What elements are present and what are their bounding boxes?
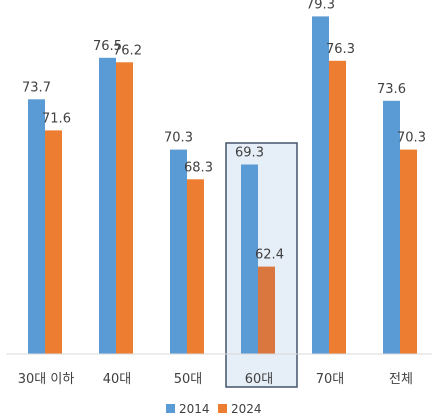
value-label-2024-2: 76.2 [113, 43, 142, 58]
legend-swatch-2024 [218, 404, 227, 413]
legend-label-2014: 2014 [179, 402, 210, 416]
bar-2014-2 [99, 57, 116, 355]
legend: 2014 2024 [166, 402, 262, 416]
category-label-2: 40대 [103, 372, 132, 387]
bar-2024-5 [329, 60, 346, 355]
bar-2014-6 [383, 100, 400, 354]
category-label-4: 60대 [245, 372, 274, 387]
bar-2024-4 [258, 266, 275, 354]
category-labels: 30대 이하 40대 50대 60대 70대 전체 [18, 372, 413, 387]
value-label-2024-3: 68.3 [184, 160, 213, 175]
value-label-2024-6: 70.3 [397, 131, 426, 146]
bar-2014-1 [28, 99, 45, 354]
bar-2014-3 [170, 149, 187, 354]
category-label-6: 전체 [389, 372, 413, 387]
value-label-2024-4: 62.4 [255, 248, 284, 263]
bar-2024-2 [116, 62, 133, 355]
legend-label-2024: 2024 [231, 402, 262, 416]
value-label-2014-2: 76.5 [93, 39, 122, 54]
bar-2014-4 [241, 164, 258, 354]
legend-swatch-2014 [166, 404, 175, 413]
category-label-1: 30대 이하 [18, 372, 75, 387]
category-label-3: 50대 [174, 372, 203, 387]
value-label-2024-1: 71.6 [42, 111, 71, 126]
value-label-2014-3: 70.3 [164, 131, 193, 146]
category-label-5: 70대 [316, 372, 345, 387]
value-label-2014-6: 73.6 [377, 82, 406, 97]
bar-2024-6 [400, 149, 417, 354]
bar-2024-3 [187, 179, 204, 354]
value-label-2014-5: 79.3 [306, 0, 335, 12]
value-label-2014-4: 69.3 [235, 146, 264, 161]
bar-2024-1 [45, 130, 62, 354]
value-label-2014-1: 73.7 [22, 80, 51, 95]
bars-group: 73.7 71.6 76.576.2 70.3 68.3 69.3 62.4 79.3 76.3… [22, 0, 426, 355]
bar-2014-5 [312, 16, 329, 355]
value-label-2024-5: 76.3 [326, 42, 355, 57]
